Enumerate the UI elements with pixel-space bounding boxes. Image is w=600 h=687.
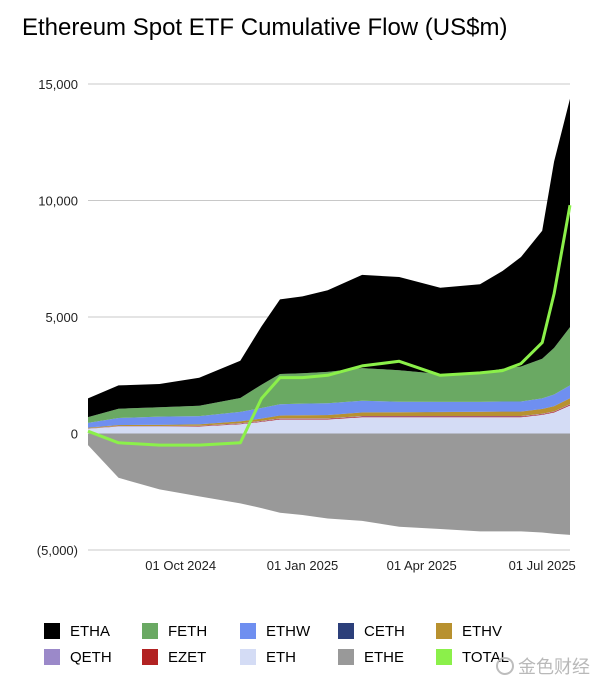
y-tick-label-1: 10,000 [38, 194, 78, 209]
legend-swatch-ezet [142, 649, 158, 665]
chart-title: Ethereum Spot ETF Cumulative Flow (US$m) [22, 14, 508, 41]
y-tick-label-3: 0 [71, 427, 78, 442]
legend-swatch-eth [240, 649, 256, 665]
watermark-icon [496, 657, 514, 675]
total-line-layer [87, 204, 572, 447]
legend-item-etha: ETHA [44, 623, 142, 640]
legend-swatch-qeth [44, 649, 60, 665]
legend-label-eth: ETH [266, 648, 296, 666]
legend-swatch-ethe [338, 649, 354, 665]
legend-swatch-etha [44, 623, 60, 639]
legend-swatch-ceth [338, 623, 354, 639]
x-tick-label-2: 01 Apr 2025 [387, 558, 457, 573]
y-tick-label-0: 15,000 [38, 77, 78, 92]
legend-label-ethw: ETHW [266, 622, 311, 640]
y-tick-label-2: 5,000 [45, 310, 78, 325]
area-etha [88, 98, 570, 418]
legend-label-ezet: EZET [168, 648, 207, 666]
legend-swatch-total [436, 649, 452, 665]
legend-label-etha: ETHA [70, 622, 111, 640]
area-ethv [88, 398, 570, 429]
legend-item-ceth: CETH [338, 623, 436, 640]
area-ezet [88, 404, 570, 429]
legend-swatch-feth [142, 623, 158, 639]
legend-label-feth: FETH [168, 622, 208, 640]
legend-item-ethw: ETHW [240, 623, 338, 640]
legend-item-feth: FETH [142, 623, 240, 640]
area-ethe [88, 433, 570, 535]
watermark-text: 金色财经 [518, 657, 590, 677]
legend-item-ezet: EZET [142, 649, 240, 666]
legend-item-qeth: QETH [44, 649, 142, 666]
x-tick-label-0: 01 Oct 2024 [145, 558, 216, 573]
x-tick-label-1: 01 Jan 2025 [267, 558, 339, 573]
legend-swatch-ethw [240, 623, 256, 639]
y-tick-label-4: (5,000) [37, 543, 78, 558]
legend-label-qeth: QETH [70, 648, 112, 666]
legend: ETHA FETH ETHW CETH ETHV QETH EZET [44, 618, 564, 670]
watermark-logo: 金色财经 [496, 653, 590, 679]
legend-item-ethv: ETHV [436, 623, 534, 640]
chart-plot: 15,000 10,000 5,000 0 (5,000) 01 Oct 2024 01 J… [37, 77, 576, 573]
legend-row-1: ETHA FETH ETHW CETH ETHV [44, 618, 564, 644]
legend-label-ethe: ETHE [364, 648, 405, 666]
area-ethw [88, 385, 570, 428]
area-qeth [88, 404, 570, 429]
x-tick-label-3: 01 Jul 2025 [509, 558, 576, 573]
legend-row-2: QETH EZET ETH ETHE TOTAL [44, 644, 564, 670]
line-total [87, 204, 572, 447]
area-eth [88, 405, 570, 434]
legend-item-eth: ETH [240, 649, 338, 666]
stacked-areas [88, 98, 570, 535]
legend-label-ceth: CETH [364, 622, 405, 640]
legend-swatch-ethv [436, 623, 452, 639]
legend-label-ethv: ETHV [462, 622, 503, 640]
legend-item-ethe: ETHE [338, 649, 436, 666]
axis-labels: 15,000 10,000 5,000 0 (5,000) 01 Oct 2024 01 J… [37, 77, 576, 573]
